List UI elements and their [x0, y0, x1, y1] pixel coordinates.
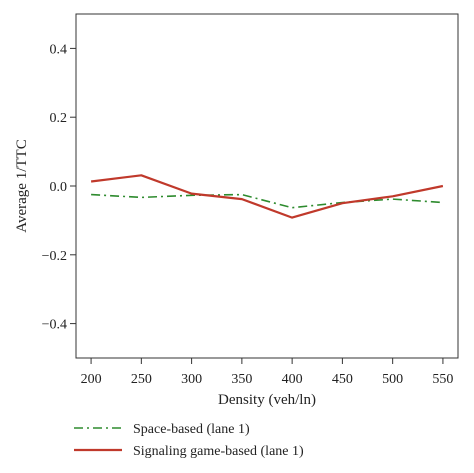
- legend-label: Space-based (lane 1): [133, 422, 250, 437]
- y-tick-label: 0.4: [50, 42, 68, 57]
- x-axis: 200 250 300 350 400 450 500 550: [81, 358, 453, 387]
- plot-frame: [75, 13, 459, 359]
- y-tick-label: 0.0: [50, 180, 68, 195]
- x-axis-label: Density (veh/ln): [218, 392, 316, 408]
- x-tick-label: 300: [181, 372, 202, 387]
- x-tick-label: 200: [81, 372, 102, 387]
- y-tick-label: 0.2: [50, 111, 68, 126]
- series-line-1: [91, 193, 443, 209]
- x-tick-label: 500: [382, 372, 403, 387]
- y-axis-label: Average 1/TTC: [14, 139, 30, 232]
- x-tick-label: 550: [432, 372, 453, 387]
- x-tick-label: 400: [282, 372, 303, 387]
- legend-label: Signaling game-based (lane 1): [133, 444, 304, 459]
- x-tick-label: 350: [231, 372, 252, 387]
- series-line-2: [90, 174, 444, 219]
- legend: Space-based (lane 1) Signaling game-based…: [74, 422, 304, 459]
- y-tick-label: −0.4: [42, 318, 67, 333]
- x-tick-label: 450: [332, 372, 353, 387]
- y-tick-label: −0.2: [42, 249, 67, 264]
- x-tick-label: 250: [131, 372, 152, 387]
- y-axis: 0.4 0.2 0.0 −0.2 −0.4: [42, 42, 76, 333]
- series-lines: [90, 174, 444, 219]
